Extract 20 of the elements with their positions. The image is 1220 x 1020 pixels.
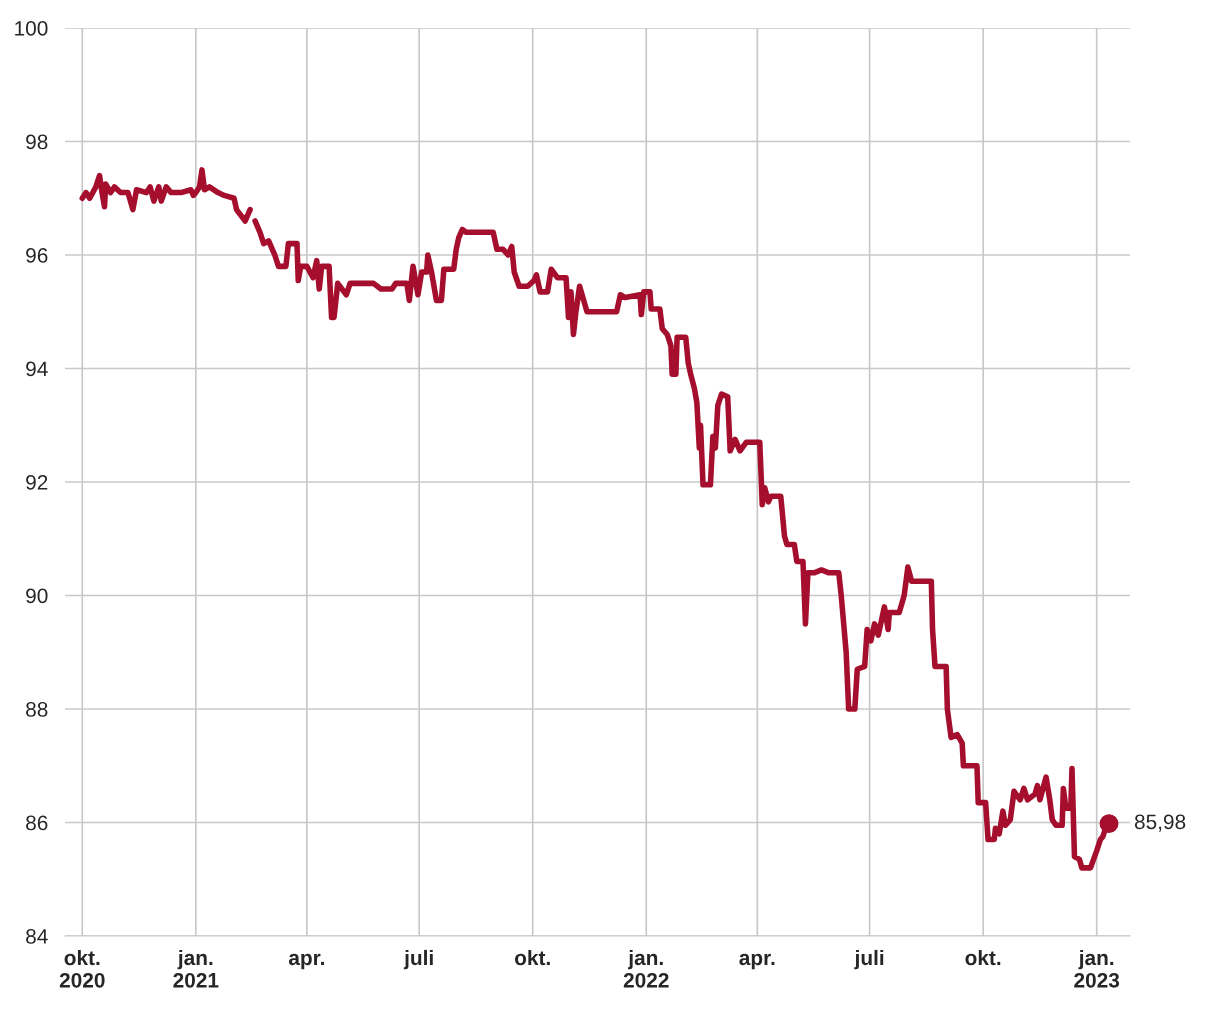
x-tick-label: apr. <box>739 953 775 970</box>
x-tick-label: jan. 2021 <box>173 949 219 988</box>
x-tick-label: jan. 2023 <box>1074 949 1120 988</box>
x-tick-label: apr. <box>288 953 324 970</box>
y-tick-label: 100 <box>15 21 48 36</box>
x-tick-label: okt. <box>515 949 550 966</box>
annotation: 85,98 <box>1134 814 1186 832</box>
x-tick-label: okt. <box>965 949 1001 966</box>
x-tick-label: juli <box>854 949 884 970</box>
x-tick-label: juli <box>403 949 433 970</box>
x-tick-label: okt. 2020 <box>59 949 105 988</box>
y-tick-label: 94 <box>26 361 48 377</box>
y-tick-label: 96 <box>26 248 48 263</box>
y-tick-label: 88 <box>26 702 48 717</box>
y-tick-label: 92 <box>26 475 48 490</box>
y-tick-label: 90 <box>26 588 48 604</box>
y-tick-label: 84 <box>26 929 48 944</box>
x-tick-label: jan. 2022 <box>623 949 669 988</box>
y-tick-label: 86 <box>26 815 48 831</box>
y-tick-label: 98 <box>26 134 48 150</box>
